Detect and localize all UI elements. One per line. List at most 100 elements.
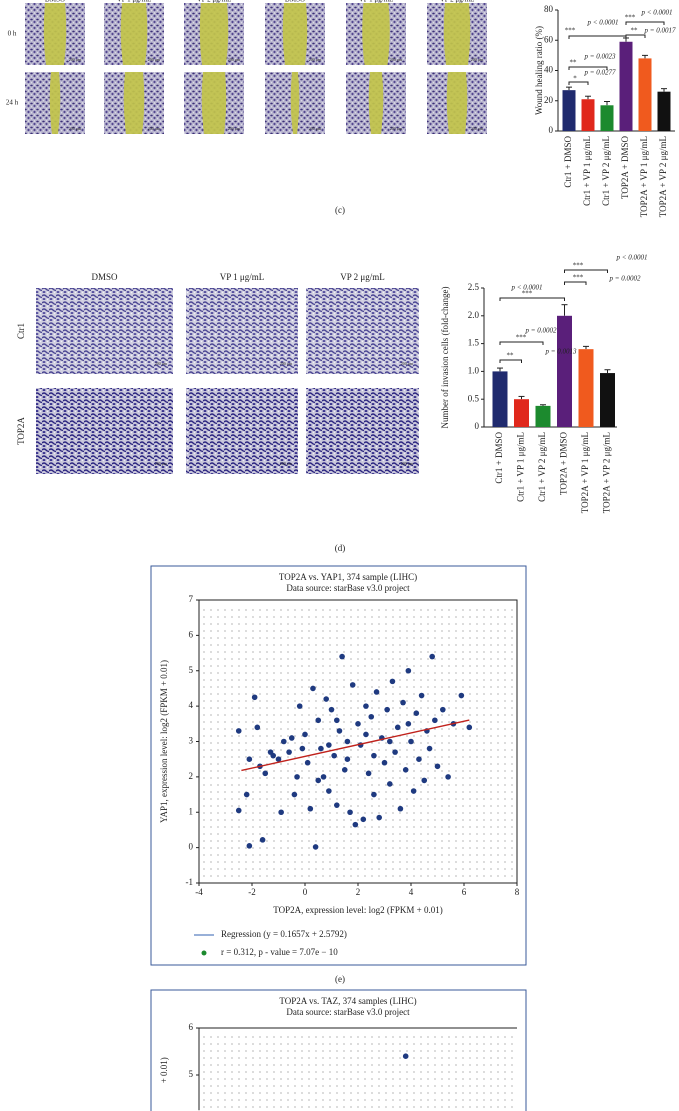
x-tick-label: Ctr1 + VP 2 μg/mL xyxy=(537,432,547,502)
data-point xyxy=(392,749,398,755)
scale-bar-label: 200 μm xyxy=(155,361,168,366)
scale-bar-label: 200 μm xyxy=(309,57,322,62)
p-value: p = 0.0023 xyxy=(584,53,616,61)
data-point xyxy=(416,756,422,762)
significance-stars: *** xyxy=(625,14,636,22)
panel-f-frame xyxy=(150,989,527,1111)
y-tick-label: 5 xyxy=(189,1069,194,1079)
data-point xyxy=(376,814,383,821)
data-point xyxy=(341,767,348,773)
y-tick-label: 40 xyxy=(544,65,554,75)
data-point xyxy=(418,692,425,699)
data-point xyxy=(326,788,332,794)
y-tick-label: 4 xyxy=(189,700,194,710)
significance-stars: *** xyxy=(565,27,576,35)
scale-bar-label: 200 μm xyxy=(390,126,403,131)
chart-subtitle: Data source: starBase v3.0 project xyxy=(286,583,410,593)
x-tick-label: 8 xyxy=(515,887,520,897)
data-point xyxy=(458,692,465,699)
data-point xyxy=(331,752,337,759)
wound-gap xyxy=(43,3,67,65)
scale-bar-label: 200 μm xyxy=(148,57,161,62)
x-tick-label: TOP2A + VP 1 μg/mL xyxy=(580,432,590,513)
y-tick-label: 0 xyxy=(475,421,480,431)
wound-gap xyxy=(201,72,227,134)
y-tick-label: 80 xyxy=(544,4,554,14)
significance-stars: ** xyxy=(570,59,578,67)
data-point xyxy=(328,706,335,713)
x-tick-label: TOP2A + VP 2 μg/mL xyxy=(602,432,612,513)
data-point xyxy=(235,728,242,734)
scale-bar-label: 200 μm xyxy=(471,57,484,62)
data-point xyxy=(413,710,420,716)
row-label: Ctr1 xyxy=(16,323,26,339)
y-tick-label: 20 xyxy=(544,95,554,105)
scale-bar-label: 200 μm xyxy=(69,126,82,131)
data-point xyxy=(318,745,324,752)
bar xyxy=(619,41,633,132)
significance-stars: *** xyxy=(573,262,584,270)
p-value: p < 0.0001 xyxy=(616,254,648,262)
data-point xyxy=(344,738,351,745)
significance-stars: *** xyxy=(573,274,584,282)
data-point xyxy=(373,689,380,695)
x-tick-label: Ctr1 + VP 2 μg/mL xyxy=(601,136,611,206)
scale-bar-label: 200 μm xyxy=(280,361,293,366)
column-header: DMSO xyxy=(45,0,65,4)
data-point xyxy=(302,731,308,738)
wound-gap xyxy=(443,3,471,65)
column-header: DMSO xyxy=(91,272,118,282)
data-point xyxy=(368,713,375,720)
data-point xyxy=(254,724,261,731)
y-axis-label: Wound healing ratio (%) xyxy=(534,26,544,115)
p-value: p = 0.0002 xyxy=(609,275,641,283)
significance-stars: ** xyxy=(631,27,639,35)
column-header: VP 2 μg/mL xyxy=(340,272,385,282)
dot-grid xyxy=(203,1032,513,1111)
data-point xyxy=(381,759,388,766)
panel-label: (e) xyxy=(335,974,345,984)
bar xyxy=(514,399,529,427)
y-tick-label: 2.0 xyxy=(468,310,480,320)
data-point xyxy=(347,809,353,816)
data-point xyxy=(387,781,393,787)
x-tick-label: -4 xyxy=(195,887,203,897)
y-tick-label: 5 xyxy=(189,665,194,675)
data-point xyxy=(246,756,253,762)
data-point xyxy=(405,667,412,674)
significance-bracket xyxy=(568,66,608,70)
data-point xyxy=(397,805,404,812)
data-point xyxy=(349,682,356,688)
data-point xyxy=(315,777,322,784)
y-tick-label: 60 xyxy=(544,34,554,44)
bar xyxy=(557,315,572,427)
data-point xyxy=(323,696,330,702)
data-point xyxy=(394,724,401,731)
data-point xyxy=(352,821,359,828)
significance-bracket xyxy=(564,281,587,285)
data-point xyxy=(434,763,441,770)
data-point xyxy=(410,788,417,794)
data-point xyxy=(421,777,428,784)
scale-bar-label: 200 μm xyxy=(471,126,484,131)
bar xyxy=(600,105,614,131)
data-point xyxy=(262,770,269,777)
y-tick-label: 0 xyxy=(189,842,194,852)
y-tick-label: 6 xyxy=(189,1022,194,1032)
bar xyxy=(492,371,508,427)
y-tick-label: 3 xyxy=(189,736,194,746)
scale-bar-label: 200 μm xyxy=(390,57,403,62)
data-point xyxy=(336,728,343,734)
data-point xyxy=(304,759,311,766)
wound-gap xyxy=(368,72,384,134)
data-point xyxy=(243,791,250,798)
scale-bar-label: 200 μm xyxy=(155,461,168,466)
x-tick-label: TOP2A + DMSO xyxy=(620,136,630,199)
data-point xyxy=(270,752,277,759)
x-tick-label: 4 xyxy=(409,887,414,897)
wound-gap xyxy=(49,72,61,134)
data-point xyxy=(315,717,322,724)
row-label: 0 h xyxy=(8,30,17,38)
data-point xyxy=(299,745,306,752)
